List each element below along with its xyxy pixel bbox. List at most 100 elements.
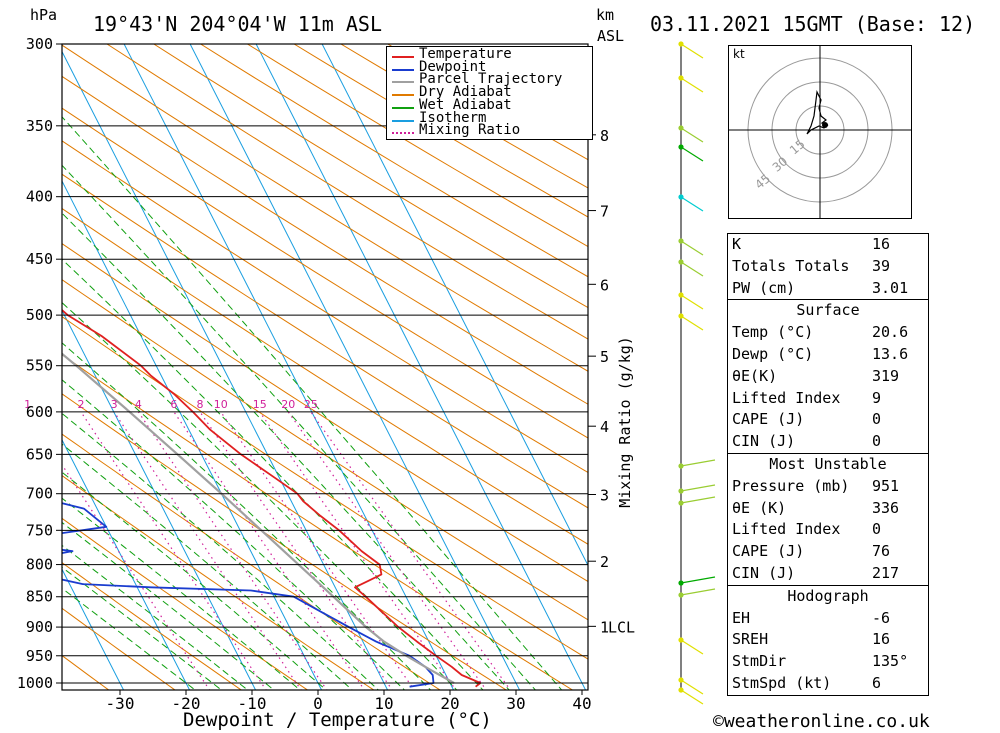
- mixing-ratio-label: 10: [214, 398, 228, 411]
- x-axis-title: Dewpoint / Temperature (°C): [183, 709, 492, 731]
- x-tick-label: 0: [313, 694, 323, 713]
- wet-adiabat-line: [62, 544, 249, 690]
- index-label: K: [732, 235, 742, 253]
- dry-adiabat-line: [62, 140, 588, 474]
- lcl-label: LCL: [608, 618, 635, 636]
- index-label: Dewp (°C): [732, 344, 814, 363]
- index-label: CAPE (J): [732, 542, 805, 561]
- wind-barb: [680, 261, 704, 277]
- wind-barb: [680, 240, 704, 256]
- index-value: 6: [872, 673, 882, 692]
- index-row: θE (K) 336: [728, 498, 928, 520]
- index-row: CAPE (J) 76: [728, 541, 928, 563]
- index-value: 319: [872, 366, 900, 385]
- pressure-tick-label: 800: [26, 556, 53, 574]
- wet-adiabat-line: [62, 258, 484, 690]
- mixing-ratio-label: 1: [24, 398, 31, 411]
- mixing-ratio-label: 2: [78, 398, 85, 411]
- credit-text: ©weatheronline.co.uk: [713, 711, 930, 732]
- isotherm-line: [321, 44, 588, 567]
- index-value: 135°: [872, 652, 909, 671]
- legend-label: Parcel Trajectory: [419, 71, 563, 88]
- x-tick-label: 20: [440, 694, 459, 713]
- pressure-tick-label: 950: [26, 647, 53, 665]
- legend-label: Isotherm: [419, 109, 487, 126]
- index-row: CAPE (J) 0: [728, 409, 928, 431]
- wind-level-marker: [678, 292, 684, 298]
- isotherm-line: [62, 50, 389, 690]
- wet-adiabat-line: [62, 412, 380, 690]
- dry-adiabat-line: [62, 354, 574, 690]
- dry-adiabat-line: [62, 207, 588, 545]
- wind-level-marker: [678, 463, 684, 469]
- dry-adiabat-line: [246, 44, 588, 248]
- legend-swatch: [392, 56, 414, 58]
- wet-adiabat-line: [62, 212, 510, 690]
- mixing-ratio-line: [62, 463, 211, 690]
- index-value: 951: [872, 476, 900, 495]
- wind-level-marker: [678, 488, 684, 494]
- mixing-ratio-line: [259, 411, 457, 690]
- legend-label: Wet Adiabat: [419, 96, 512, 113]
- datetime-title: 03.11.2021 15GMT (Base: 12): [650, 12, 976, 36]
- index-label: CIN (J): [732, 432, 796, 451]
- wind-barb: [680, 576, 716, 584]
- index-row: θE(K) 319: [728, 366, 928, 388]
- index-label: StmSpd (kt): [732, 673, 832, 692]
- legend-swatch: [392, 132, 414, 135]
- pressure-tick-label: 300: [26, 35, 53, 53]
- wind-level-marker: [678, 313, 684, 319]
- dry-adiabat-line: [199, 44, 588, 278]
- height-tick-label: 2: [600, 553, 609, 571]
- dry-adiabat-line: [152, 44, 588, 309]
- wind-level-marker: [678, 259, 684, 265]
- index-row: PW (cm) 3.01: [728, 278, 928, 300]
- index-value: 0: [872, 410, 882, 429]
- wind-level-marker: [678, 500, 684, 506]
- dry-adiabat-line: [62, 279, 588, 621]
- legend-swatch: [392, 68, 414, 71]
- pressure-unit-label: hPa: [30, 6, 58, 24]
- location-title: 19°43'N 204°04'W 11m ASL: [93, 12, 382, 36]
- x-tick-label: -20: [172, 694, 201, 713]
- height-tick-label: 6: [600, 276, 609, 294]
- index-row: K 16: [728, 234, 928, 256]
- isotherm-line: [62, 438, 191, 690]
- wind-barb: [680, 588, 716, 596]
- plot-area: [0, 7, 588, 709]
- legend-swatch: [392, 94, 414, 97]
- wet-adiabat-line: [62, 566, 223, 690]
- index-value: -6: [872, 608, 891, 627]
- height-tick-label: 3: [600, 487, 609, 505]
- x-tick-label: -30: [106, 694, 135, 713]
- index-row: Pressure (mb) 951: [728, 476, 928, 498]
- wind-level-marker: [678, 41, 684, 47]
- pressure-tick-label: 350: [26, 117, 53, 135]
- wind-level-marker: [678, 637, 684, 643]
- dry-adiabat-line: [62, 44, 588, 372]
- mixing-ratio-label: 8: [197, 398, 204, 411]
- mixing-ratio-label: 3: [111, 398, 118, 411]
- wet-adiabat-line: [62, 587, 196, 690]
- legend-label: Dewpoint: [419, 58, 487, 75]
- wind-level-marker: [678, 687, 684, 693]
- height-asl-label: ASL: [597, 27, 625, 45]
- legend-label: Temperature: [419, 46, 512, 62]
- isotherm-line: [62, 179, 323, 690]
- isotherm-line: [0, 7, 1, 709]
- wet-adiabat-line: [62, 116, 563, 690]
- wind-level-marker: [678, 125, 684, 131]
- mixing-ratio-label: 6: [170, 398, 177, 411]
- isotherm-line: [62, 568, 125, 690]
- wind-level-marker: [678, 677, 684, 683]
- dry-adiabat-line: [62, 562, 243, 690]
- hodograph-trace: [806, 89, 829, 135]
- wet-adiabat-line: [62, 342, 432, 690]
- index-row: Lifted Index 9: [728, 388, 928, 410]
- height-unit-label: km: [596, 6, 615, 24]
- chart-legend: Temperature Dewpoint Parcel Trajectory Dry …: [386, 46, 593, 140]
- indices-section: Hodograph EH -6 SREH 16 StmDir 135° StmSpd (kt)…: [728, 584, 928, 695]
- mixing-ratio-line: [287, 411, 487, 690]
- wind-barb: [680, 459, 716, 467]
- x-tick-label: 10: [374, 694, 393, 713]
